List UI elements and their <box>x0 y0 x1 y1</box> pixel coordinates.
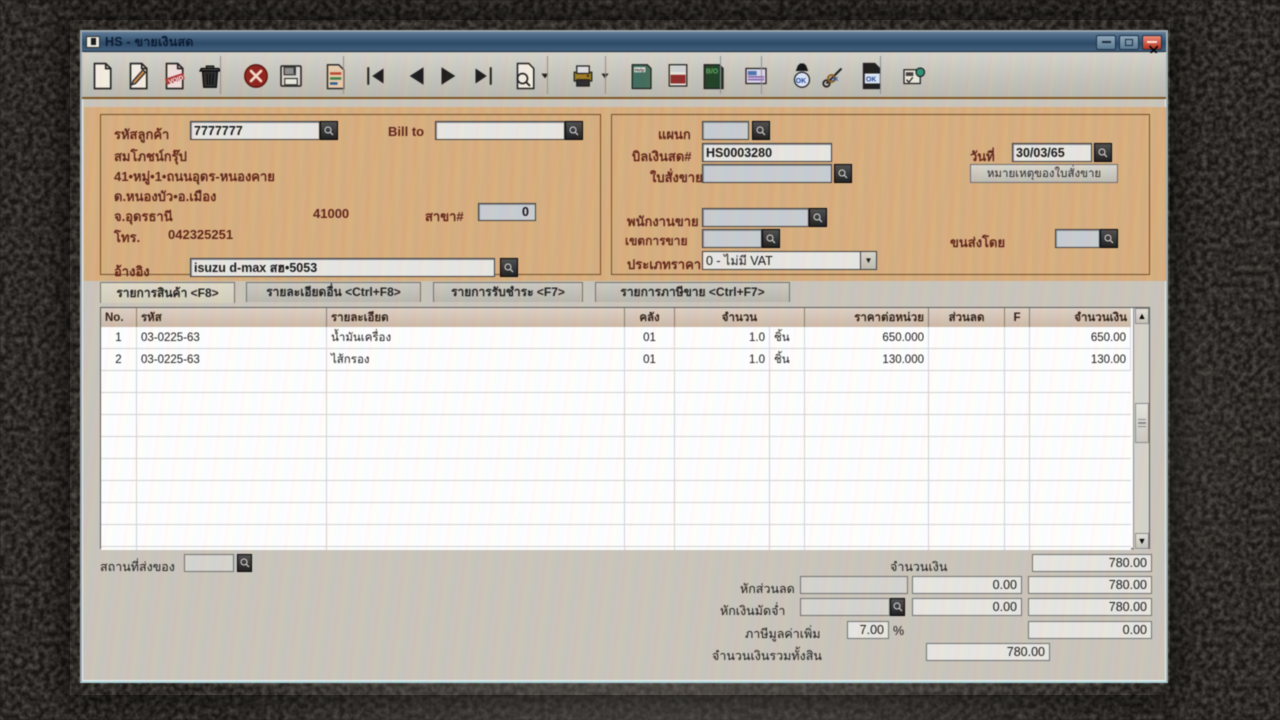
svg-text:OK: OK <box>866 76 876 83</box>
svg-text:OK: OK <box>831 77 839 83</box>
svg-text:Help: Help <box>635 67 645 72</box>
svg-text:OK: OK <box>796 78 806 85</box>
svg-text:B/O: B/O <box>706 69 719 76</box>
